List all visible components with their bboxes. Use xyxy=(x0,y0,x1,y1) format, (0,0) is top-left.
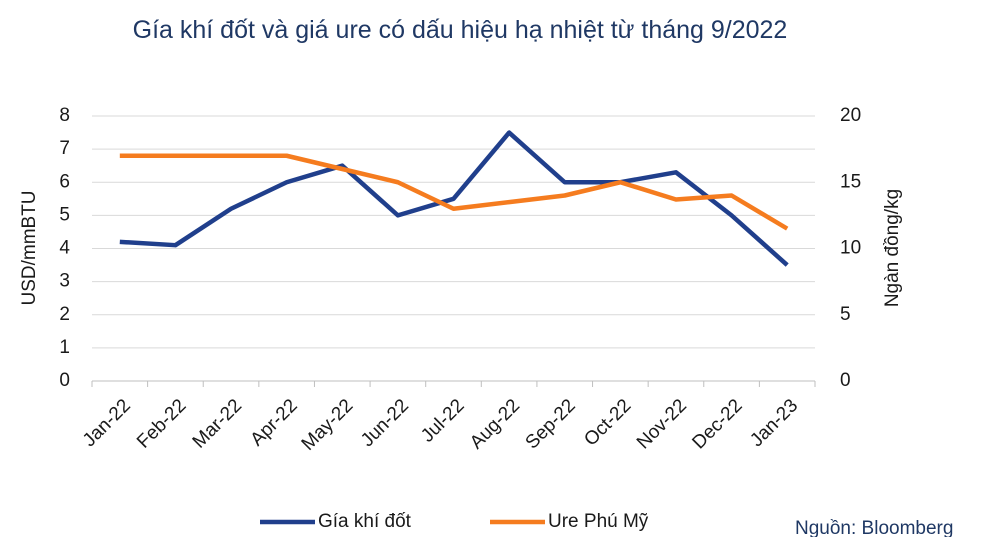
x-tick-label: Jun-22 xyxy=(357,395,413,451)
y2-axis-label: Ngàn đồng/kg xyxy=(882,189,903,307)
x-tick-label: Aug-22 xyxy=(466,395,524,453)
x-tick-label: Apr-22 xyxy=(247,395,302,450)
x-tick-label: Sep-22 xyxy=(522,395,580,453)
y2-tick-label: 15 xyxy=(840,171,861,192)
x-tick-label: May-22 xyxy=(298,395,358,455)
x-tick-label: Jul-22 xyxy=(417,395,468,446)
x-tick-label: Nov-22 xyxy=(633,395,691,453)
y-tick-label: 4 xyxy=(59,238,70,259)
x-tick-label: Jan-23 xyxy=(746,395,802,451)
y2-tick-label: 20 xyxy=(840,105,861,126)
x-tick-label: Oct-22 xyxy=(580,395,635,450)
y-tick-label: 8 xyxy=(59,105,70,126)
y-tick-label: 2 xyxy=(59,304,70,325)
y-tick-label: 3 xyxy=(59,271,70,292)
legend-label: Gía khí đốt xyxy=(318,511,412,532)
y-tick-label: 0 xyxy=(59,370,70,391)
series-line xyxy=(119,153,789,231)
y-tick-label: 6 xyxy=(59,171,70,192)
y-tick-label: 7 xyxy=(59,138,70,159)
x-tick-label: Mar-22 xyxy=(189,395,246,452)
source: Nguồn: Bloomberg xyxy=(795,518,953,537)
series-line xyxy=(119,130,789,267)
legend-label: Ure Phú Mỹ xyxy=(548,511,649,532)
x-tick-label: Dec-22 xyxy=(688,395,746,453)
y2-tick-label: 5 xyxy=(840,304,851,325)
y-tick-label: 1 xyxy=(59,337,70,358)
chart-title: Gía khí đốt và giá ure có dấu hiệu hạ nh… xyxy=(132,16,788,44)
x-tick-label: Jan-22 xyxy=(79,395,135,451)
y-axis-label: USD/mmBTU xyxy=(19,190,40,305)
y-tick-label: 5 xyxy=(59,204,70,225)
y2-tick-label: 0 xyxy=(840,370,851,391)
y2-tick-label: 10 xyxy=(840,238,861,259)
x-tick-label: Feb-22 xyxy=(133,395,190,452)
